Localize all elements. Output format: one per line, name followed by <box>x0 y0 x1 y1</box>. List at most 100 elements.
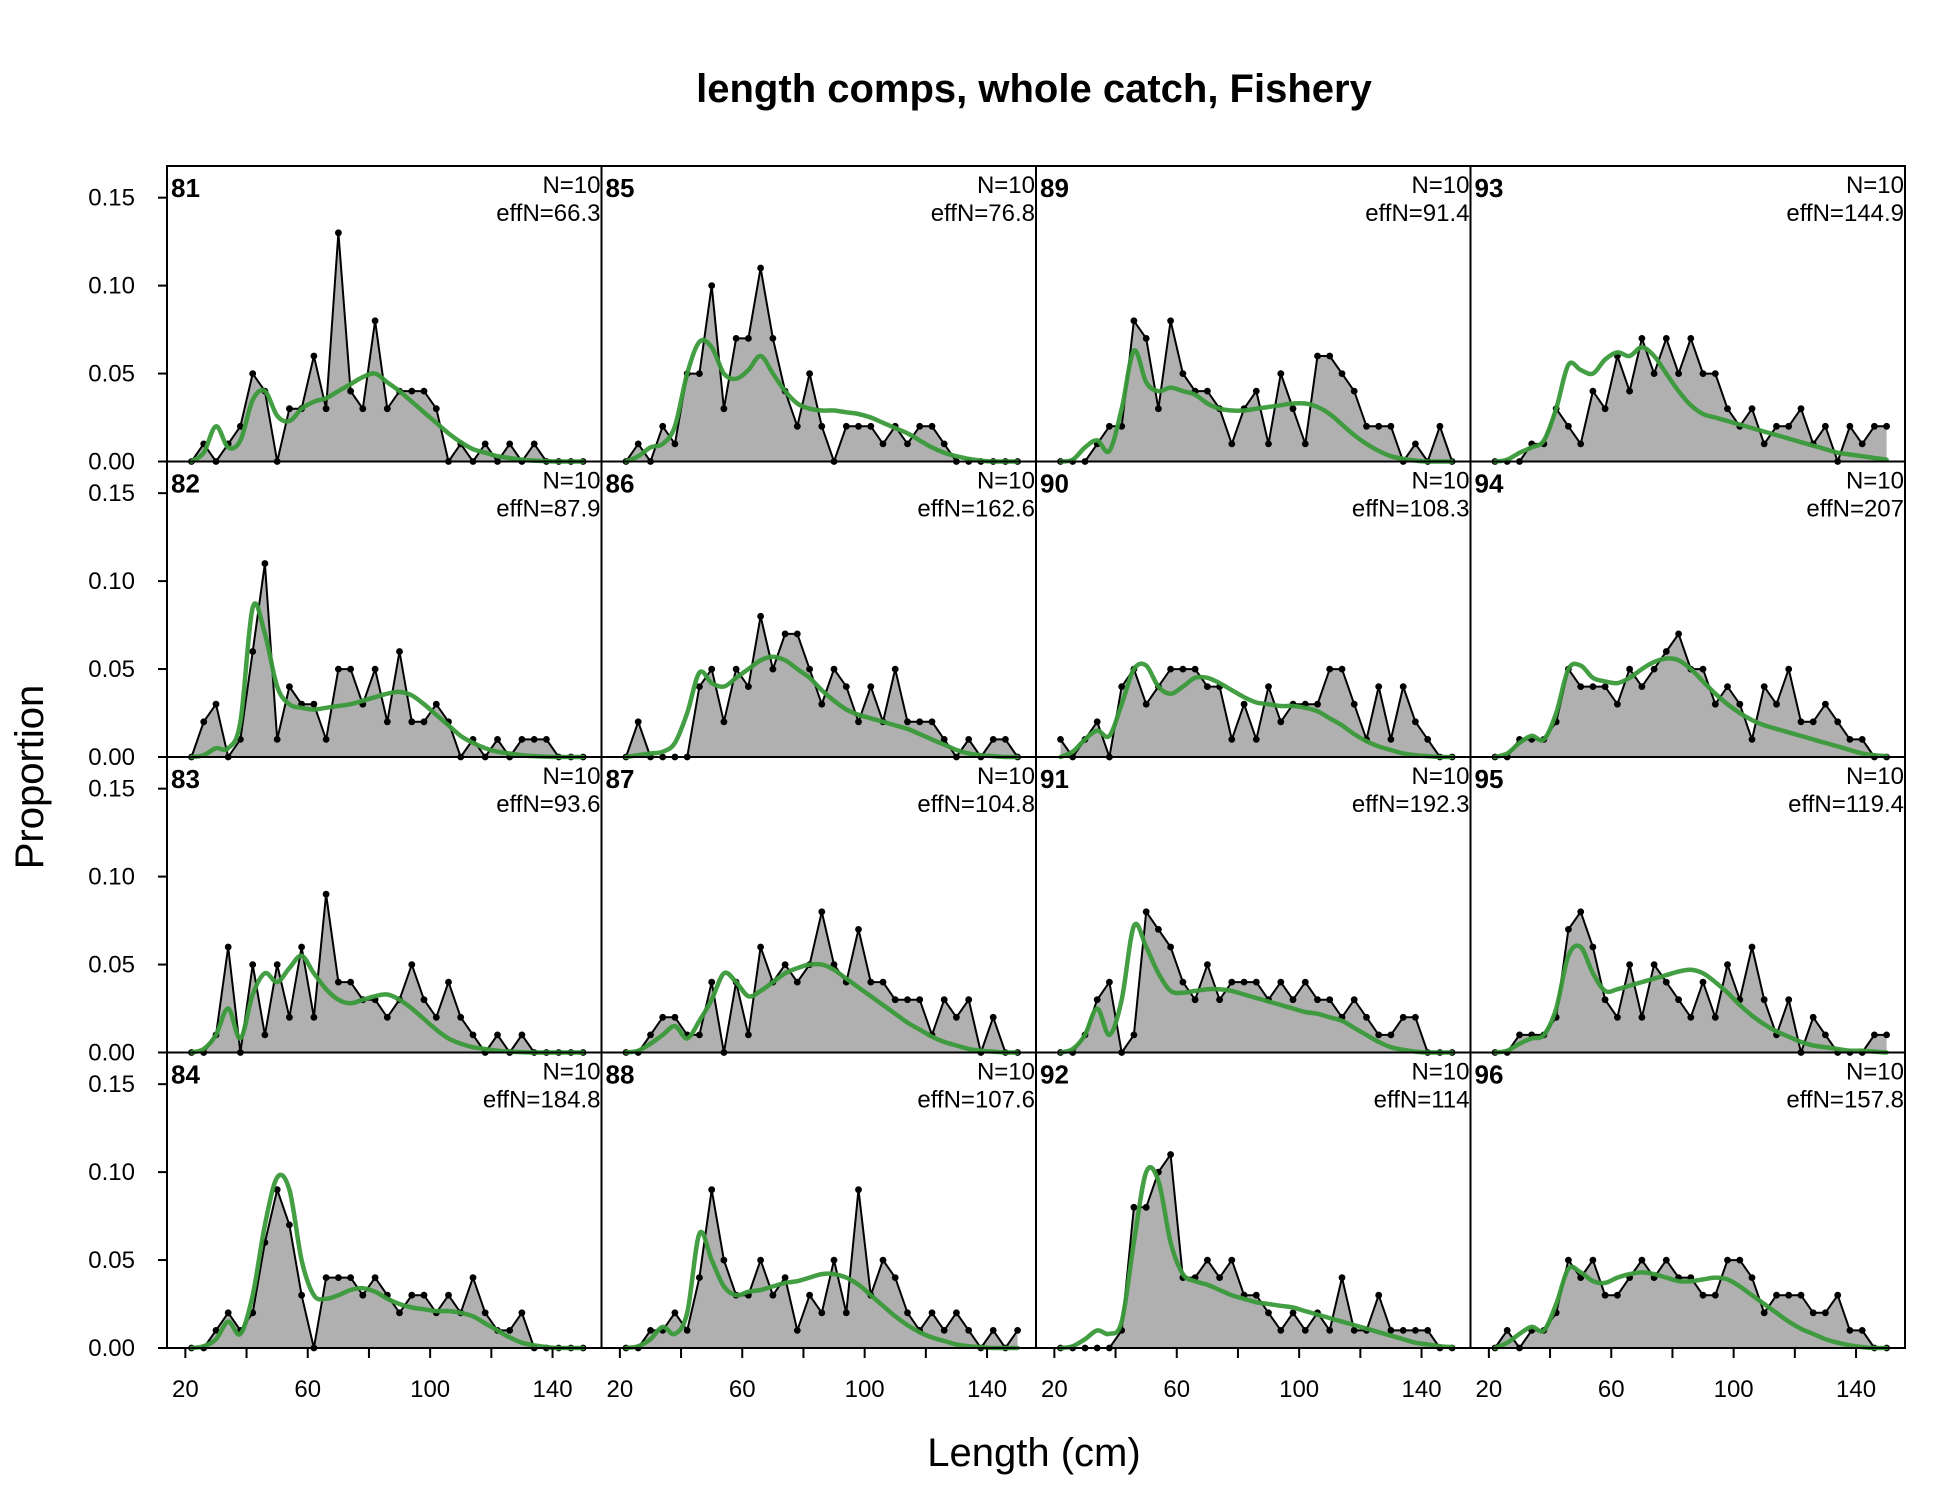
observed-point <box>830 665 838 673</box>
panel-effn-label: effN=66.3 <box>496 200 600 227</box>
observed-point <box>1650 665 1658 673</box>
observed-point <box>408 718 416 726</box>
observed-point <box>1748 943 1756 951</box>
observed-point <box>1626 387 1633 395</box>
observed-point <box>1350 996 1358 1004</box>
panel-n-label: N=10 <box>1846 763 1904 790</box>
observed-point <box>469 1274 477 1281</box>
observed-point <box>1265 683 1272 690</box>
observed-point <box>671 440 679 448</box>
observed-point <box>1711 1013 1719 1021</box>
observed-point <box>1589 1256 1597 1264</box>
observed-point <box>647 1327 654 1334</box>
observed-point <box>420 387 428 395</box>
observed-point <box>769 1291 777 1299</box>
observed-point <box>420 996 428 1004</box>
observed-point <box>916 422 924 430</box>
observed-point <box>396 1309 403 1317</box>
observed-point <box>1638 1256 1646 1264</box>
observed-point <box>1871 422 1878 430</box>
observed-point <box>940 440 948 448</box>
observed-point <box>781 961 789 968</box>
observed-point <box>335 229 342 237</box>
observed-point <box>322 736 330 743</box>
observed-point <box>1589 387 1597 395</box>
panel-year-label: 93 <box>1475 173 1504 203</box>
panel-effn-label: effN=144.9 <box>1786 200 1904 227</box>
observed-point <box>904 996 911 1004</box>
observed-area <box>1495 911 1887 1053</box>
expected-line <box>1058 348 1455 464</box>
panel-effn-label: effN=162.6 <box>917 496 1035 523</box>
observed-point <box>696 1274 703 1281</box>
observed-point <box>249 370 257 377</box>
observed-point <box>212 700 220 708</box>
observed-point <box>1846 422 1854 430</box>
observed-area <box>191 232 584 462</box>
observed-point <box>396 648 403 655</box>
observed-point <box>261 560 269 567</box>
observed-point <box>1130 1203 1138 1211</box>
observed-point <box>530 440 538 448</box>
observed-point <box>1601 1291 1609 1299</box>
panel-n-label: N=10 <box>1411 763 1469 790</box>
observed-point <box>818 700 826 708</box>
observed-point <box>879 978 887 986</box>
observed-point <box>1228 1256 1236 1264</box>
observed-point <box>867 422 875 430</box>
observed-point <box>1846 736 1854 743</box>
observed-point <box>1338 665 1346 673</box>
observed-point <box>1155 405 1162 413</box>
axes: 0.00 0.05 0.10 0.15 0.00 0.05 0.10 0.15 0.00 0.05… <box>88 185 1876 1403</box>
observed-point <box>1240 978 1248 986</box>
observed-point <box>1614 1291 1621 1299</box>
observed-point <box>1675 370 1682 377</box>
observed-point <box>1589 683 1597 690</box>
observed-point <box>335 1274 342 1281</box>
y-axis-label: Proportion <box>8 685 52 870</box>
observed-point <box>1638 683 1646 690</box>
observed-point <box>1846 1327 1854 1334</box>
observed-point <box>347 665 354 673</box>
observed-point <box>1424 736 1432 743</box>
observed-point <box>1326 1327 1334 1334</box>
observed-point <box>445 978 452 986</box>
observed-point <box>1014 1327 1021 1334</box>
observed-point <box>745 1031 752 1039</box>
panel-year-label: 86 <box>606 469 635 499</box>
observed-point <box>1662 1256 1670 1264</box>
observed-point <box>518 1031 526 1039</box>
panel-year-label: 92 <box>1040 1060 1069 1090</box>
panel-year-label: 94 <box>1475 469 1504 499</box>
observed-point <box>1760 1309 1768 1317</box>
observed-point <box>683 1327 691 1334</box>
observed-point <box>347 978 354 986</box>
observed-point <box>1350 700 1358 708</box>
observed-point <box>1093 718 1101 726</box>
observed-point <box>1204 387 1211 395</box>
y-tick-label: 0.05 <box>88 952 135 979</box>
observed-point <box>1179 665 1187 673</box>
observed-point <box>647 1031 654 1039</box>
observed-point <box>335 978 342 986</box>
observed-point <box>1252 978 1260 986</box>
panel-year-label: 87 <box>606 764 635 794</box>
y-tick-label: 0.00 <box>88 1335 135 1362</box>
observed-point <box>347 387 354 395</box>
observed-point <box>855 926 862 933</box>
panel-effn-label: effN=93.6 <box>496 791 600 818</box>
observed-point <box>1687 335 1695 342</box>
observed-point <box>891 1274 899 1281</box>
observed-point <box>1118 683 1126 690</box>
observed-point <box>1711 370 1719 377</box>
observed-point <box>249 648 257 655</box>
observed-point <box>322 1274 330 1281</box>
observed-point <box>965 996 973 1004</box>
x-tick-label: 100 <box>1714 1376 1754 1403</box>
observed-point <box>273 961 281 968</box>
observed-point <box>1375 1291 1383 1299</box>
observed-point <box>1565 926 1572 933</box>
observed-point <box>371 665 379 673</box>
panel-frame <box>1469 1051 1906 1349</box>
